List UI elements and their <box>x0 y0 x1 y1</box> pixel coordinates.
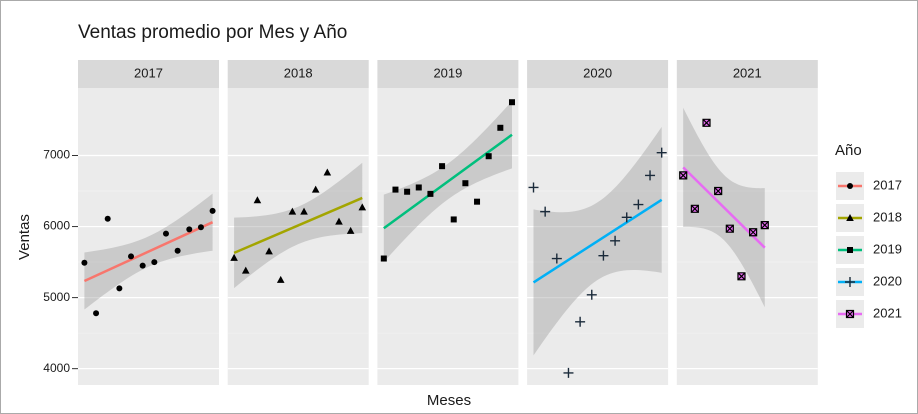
point <box>174 247 181 254</box>
panel-layer <box>233 162 363 289</box>
facet-label: 2019 <box>433 65 462 80</box>
facet-label: 2020 <box>583 65 612 80</box>
facet-strip <box>377 60 519 88</box>
point <box>702 118 711 127</box>
y-tick-label: 4000 <box>43 361 70 375</box>
legend-marker <box>847 247 853 253</box>
point <box>288 207 297 215</box>
panel-layer <box>83 193 214 310</box>
legend-label: 2017 <box>873 177 902 192</box>
point <box>139 262 146 269</box>
point <box>633 199 644 210</box>
point <box>450 216 457 223</box>
panel <box>527 88 669 385</box>
point <box>335 217 343 225</box>
trend-line <box>83 221 214 283</box>
point <box>598 250 609 261</box>
point <box>311 185 320 193</box>
y-tick-label: 6000 <box>43 219 70 233</box>
point <box>551 253 562 264</box>
point <box>209 207 216 214</box>
panel <box>227 88 369 385</box>
point <box>679 171 688 180</box>
legend-label: 2019 <box>873 241 902 256</box>
point <box>241 266 250 274</box>
point <box>497 124 504 131</box>
point <box>323 168 332 176</box>
point <box>749 228 758 237</box>
chart-title: Ventas promedio por Mes y Año <box>78 22 347 43</box>
facet-strip <box>227 60 369 88</box>
point <box>508 99 515 106</box>
point <box>230 253 238 261</box>
point <box>586 289 597 300</box>
legend-label: 2021 <box>873 305 902 320</box>
point <box>621 212 632 223</box>
legend-label: 2018 <box>873 209 902 224</box>
point <box>81 259 88 266</box>
point <box>151 259 158 266</box>
point <box>714 186 723 196</box>
point <box>186 226 193 233</box>
legend-title: Año <box>835 142 862 159</box>
point <box>346 226 355 234</box>
point <box>197 224 204 231</box>
panel <box>78 88 219 385</box>
point <box>575 316 586 327</box>
point <box>265 247 273 255</box>
point <box>528 182 539 193</box>
panel-layer <box>383 101 513 262</box>
point <box>276 275 285 283</box>
panel <box>377 88 519 385</box>
point <box>540 206 551 217</box>
point <box>380 255 387 262</box>
panel-layer <box>532 126 663 356</box>
panel <box>676 88 818 385</box>
legend-marker <box>845 309 855 319</box>
trend-line <box>532 198 663 284</box>
trend-line <box>383 133 513 230</box>
y-tick-label: 7000 <box>43 148 70 162</box>
point <box>725 224 734 233</box>
point <box>439 163 446 170</box>
facet-label: 2018 <box>284 65 313 80</box>
point <box>645 170 656 181</box>
point <box>300 207 308 215</box>
facet-label: 2017 <box>134 65 163 80</box>
x-axis-label: Meses <box>427 392 471 409</box>
point <box>162 230 169 237</box>
facet-strip <box>527 60 669 88</box>
point <box>760 221 769 230</box>
facet-strip <box>78 60 219 88</box>
point <box>485 153 492 160</box>
y-axis-label: Ventas <box>16 214 33 260</box>
point <box>737 272 746 281</box>
point <box>462 180 469 187</box>
point <box>104 215 111 222</box>
legend-marker <box>847 183 853 189</box>
point <box>253 196 262 204</box>
point <box>474 198 481 205</box>
point <box>690 204 699 213</box>
point <box>610 235 621 246</box>
point <box>415 184 422 191</box>
point <box>404 188 411 195</box>
point <box>358 203 367 211</box>
legend-label: 2020 <box>873 273 902 288</box>
point <box>93 310 100 317</box>
point <box>392 186 399 193</box>
legend-marker <box>846 214 854 221</box>
point <box>128 253 135 260</box>
point <box>116 285 123 292</box>
point <box>427 190 434 197</box>
legend-marker <box>845 277 855 287</box>
point <box>563 367 574 378</box>
point <box>656 147 667 158</box>
y-tick-label: 5000 <box>43 290 70 304</box>
trend-line <box>233 196 363 255</box>
facet-strip <box>676 60 818 88</box>
facet-label: 2021 <box>733 65 762 80</box>
